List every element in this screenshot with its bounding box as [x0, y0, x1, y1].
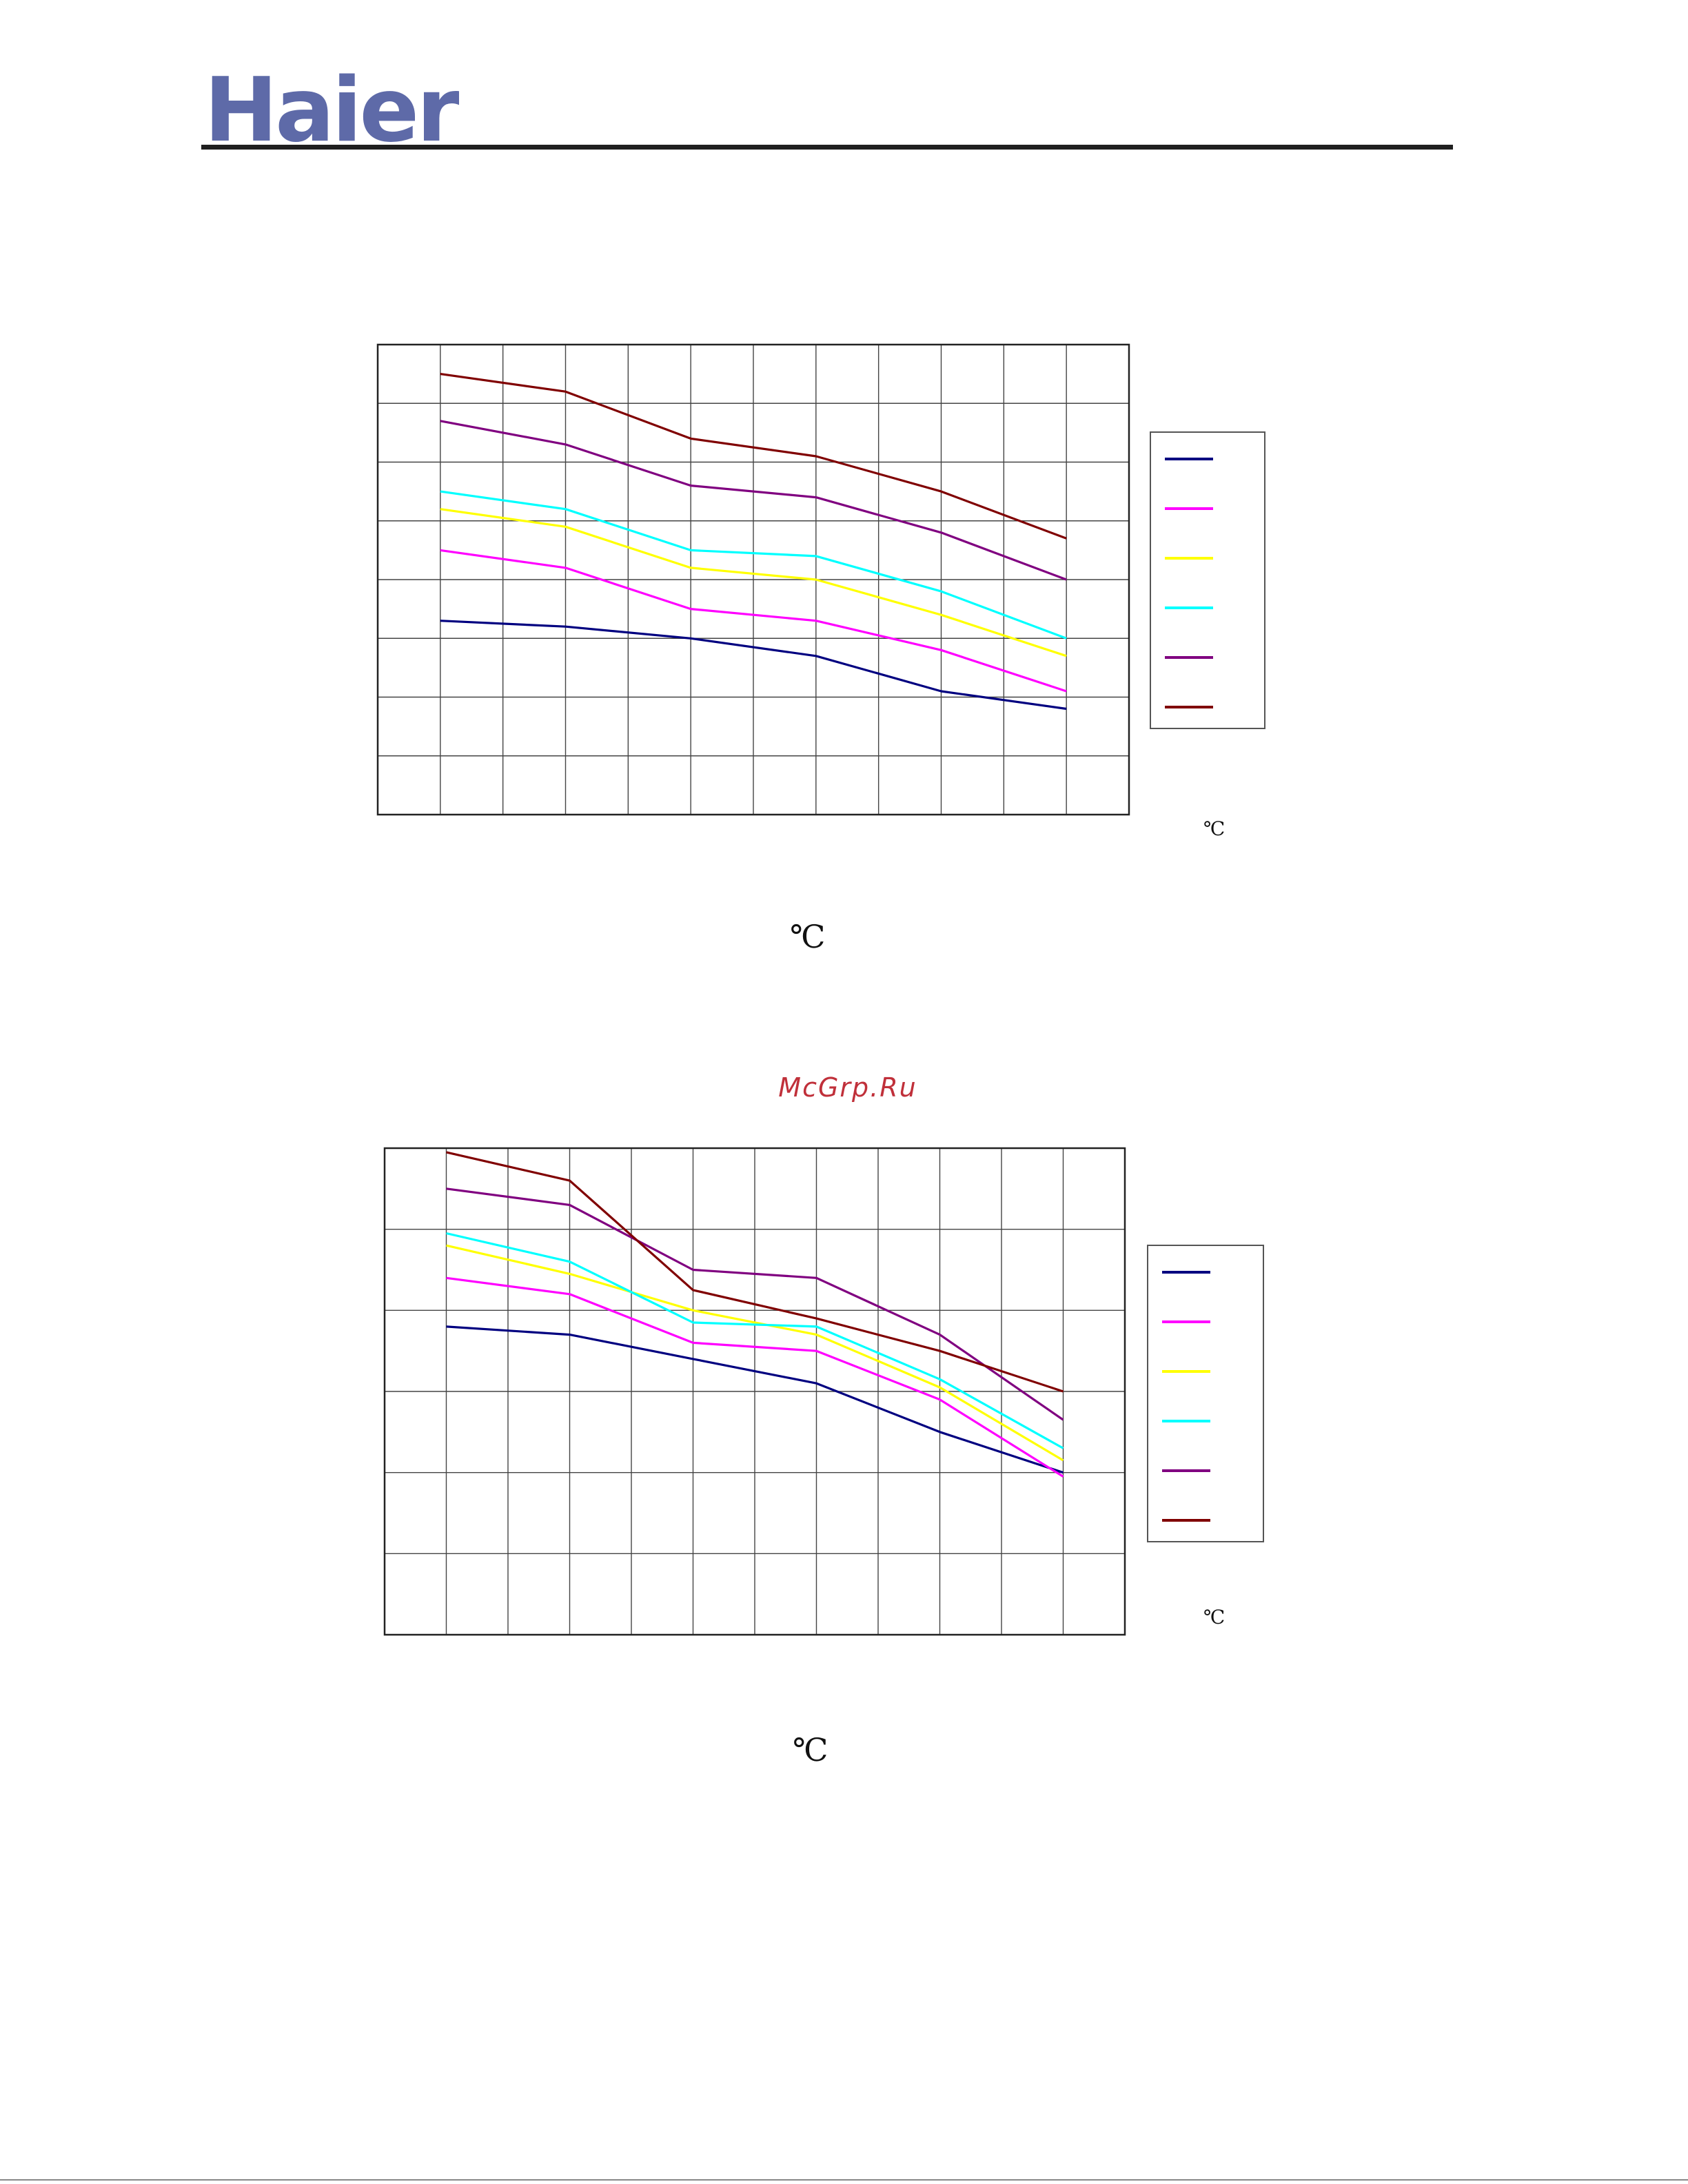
chart-1-series-6-line — [440, 373, 1067, 540]
chart-2-axis-unit: ℃ — [1203, 1606, 1226, 1629]
chart-1-series-1-line — [440, 620, 1067, 711]
chart-1-caption-unit: ℃ — [790, 918, 826, 955]
header-rule — [201, 145, 1453, 150]
chart-1 — [376, 343, 1130, 816]
chart-1-axis-unit: ℃ — [1203, 817, 1226, 840]
chart-2-series-1-line — [446, 1325, 1064, 1474]
chart-2-grid — [383, 1147, 1126, 1636]
chart-1-grid — [376, 343, 1130, 816]
chart-1-legend-swatch-4 — [1165, 606, 1213, 609]
chart-2-series-5-line — [446, 1187, 1064, 1421]
chart-2 — [383, 1147, 1126, 1636]
bottom-rule — [0, 2179, 1688, 2181]
chart-2-series-4-line — [446, 1232, 1064, 1449]
chart-2-series-3-line — [446, 1244, 1064, 1462]
chart-1-series-2-line — [440, 549, 1067, 693]
chart-1-frame — [376, 343, 1130, 816]
chart-1-series-5-line — [440, 420, 1067, 581]
chart-2-legend-swatch-3 — [1162, 1370, 1210, 1373]
chart-2-legend-swatch-6 — [1162, 1519, 1210, 1522]
chart-2-legend-swatch-4 — [1162, 1420, 1210, 1422]
chart-1-lines — [440, 373, 1067, 711]
haier-logo: Haier — [204, 66, 459, 149]
chart-2-legend-swatch-2 — [1162, 1320, 1210, 1323]
chart-2-series-6-line — [446, 1151, 1064, 1393]
logo-text: Haier — [204, 66, 459, 149]
chart-1-series-3-line — [440, 508, 1067, 657]
chart-1-legend-swatch-5 — [1165, 656, 1213, 659]
chart-2-lines — [446, 1151, 1064, 1478]
chart-2-legend-swatch-5 — [1162, 1469, 1210, 1472]
chart-1-legend — [1150, 431, 1265, 729]
chart-1-legend-swatch-2 — [1165, 507, 1213, 510]
chart-1-legend-swatch-6 — [1165, 706, 1213, 708]
chart-1-series-4-line — [440, 490, 1067, 640]
chart-1-legend-swatch-3 — [1165, 557, 1213, 560]
chart-2-legend-swatch-1 — [1162, 1271, 1210, 1274]
chart-2-caption-unit: ℃ — [793, 1731, 828, 1768]
chart-2-legend — [1147, 1245, 1264, 1542]
chart-2-series-2-line — [446, 1276, 1064, 1478]
chart-2-frame — [383, 1147, 1126, 1636]
watermark: McGrp.Ru — [778, 1072, 917, 1103]
chart-1-legend-swatch-1 — [1165, 458, 1213, 460]
